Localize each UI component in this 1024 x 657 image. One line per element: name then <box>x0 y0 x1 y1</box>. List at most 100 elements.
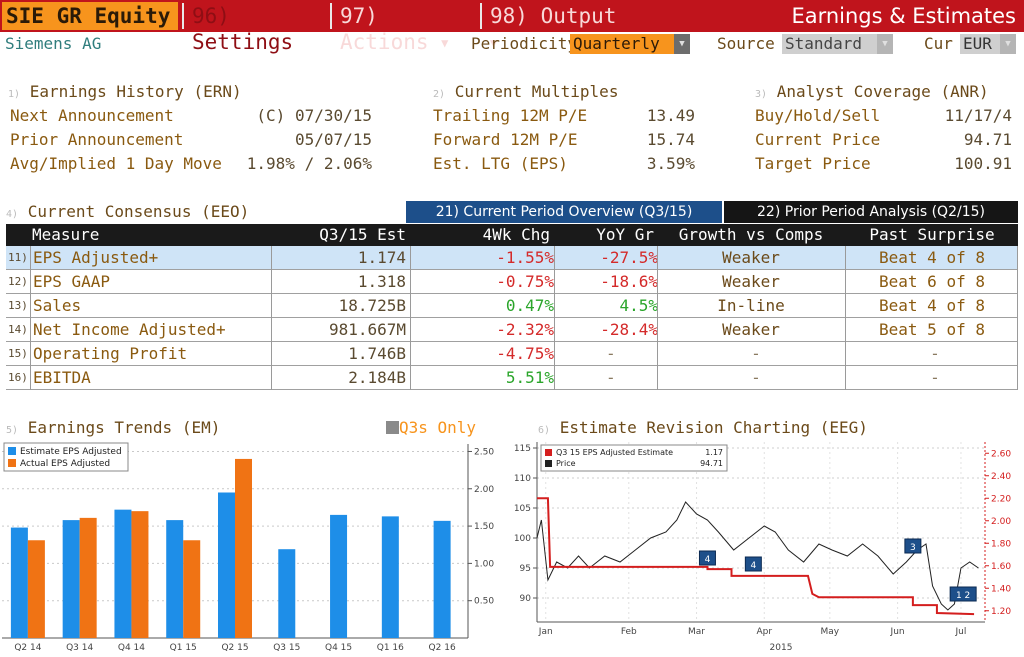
actions-menu[interactable]: 97) Actions ▼ <box>330 3 478 54</box>
prior-announcement-value: 05/07/15 <box>294 130 372 149</box>
row-number: 15) <box>8 347 28 360</box>
x-tick-label: Q2 14 <box>14 643 41 653</box>
table-row[interactable]: 16) EBITDA 2.184B 5.51% - - - <box>6 366 1018 390</box>
yoy-cell: 4.5% <box>619 296 658 315</box>
q3s-only-checkbox[interactable]: Q3s Only <box>386 418 476 438</box>
col-4wk-change[interactable]: 4Wk Chg <box>482 225 550 244</box>
x-tick-label: Jan <box>538 627 553 637</box>
estimate-bar <box>330 514 348 638</box>
x-tick-label: Feb <box>621 627 637 637</box>
yoy-cell: -28.4% <box>600 320 658 339</box>
col-past-surprise[interactable]: Past Surprise <box>869 225 995 244</box>
estimate-bar <box>62 520 80 638</box>
x-tick-label: Jul <box>955 627 967 637</box>
tab-current-period[interactable]: 21) Current Period Overview (Q3/15) <box>406 201 722 223</box>
legend-label: Estimate EPS Adjusted <box>20 447 122 457</box>
row-number: 13) <box>8 299 28 312</box>
col-yoy-growth[interactable]: YoY Gr <box>596 225 654 244</box>
earnings-trends-chart: 2.50 2.00 1.50 1.00 0.50 Q2 14 Q3 14 Q4 14 Q1 15… <box>2 442 494 653</box>
screen-title: Earnings & Estimates <box>791 4 1016 28</box>
col-estimate[interactable]: Q3/15 Est <box>319 225 406 244</box>
checkbox-icon[interactable] <box>386 421 399 434</box>
surprise-cell: - <box>930 368 940 387</box>
y-tick-label: 0.50 <box>474 597 494 607</box>
ticker-field[interactable]: SIE GR Equity <box>2 2 178 30</box>
left-tick-label: 95 <box>520 564 531 574</box>
settings-menu[interactable]: 96) Settings <box>182 3 328 54</box>
left-tick-label: 115 <box>514 444 531 454</box>
output-menu-label: 98) Output <box>490 4 617 28</box>
buy-hold-sell-label: Buy/Hold/Sell <box>755 106 881 125</box>
price-line <box>536 501 979 611</box>
next-announcement-value: (C) 07/30/15 <box>256 106 372 125</box>
col-measure[interactable]: Measure <box>32 225 100 244</box>
legend-swatch <box>8 459 16 467</box>
estimate-revision-title-text: Estimate Revision Charting (EEG) <box>559 418 868 437</box>
currency-select[interactable]: EUR <box>960 34 1000 54</box>
estimate-bar <box>433 520 451 638</box>
source-dropdown-icon[interactable]: ▼ <box>877 34 893 54</box>
earnings-history-title[interactable]: 1) Earnings History (ERN) <box>8 82 242 101</box>
revision-marker-label: 4 <box>750 561 756 571</box>
table-row[interactable]: 13) Sales 18.725B 0.47% 4.5% In-line Beat 4 of… <box>6 294 1018 318</box>
left-tick-label: 105 <box>514 504 531 514</box>
current-price-value: 94.71 <box>963 130 1012 149</box>
x-tick-label: Q2 16 <box>429 643 456 653</box>
ltg-eps-label: Est. LTG (EPS) <box>433 154 568 173</box>
x-tick-label: Q1 15 <box>170 643 197 653</box>
estimate-cell: 981.667M <box>328 320 406 339</box>
chevron-down-icon: ▼ <box>441 36 449 50</box>
actual-bar <box>27 540 45 638</box>
surprise-cell: Beat 6 of 8 <box>879 272 985 291</box>
col-growth-vs-comps[interactable]: Growth vs Comps <box>678 225 824 244</box>
consensus-table: Measure Q3/15 Est 4Wk Chg YoY Gr Growth … <box>6 224 1018 392</box>
estimate-bar <box>10 527 28 638</box>
revision-marker-label: 1 2 <box>956 591 970 601</box>
yoy-cell: - <box>606 368 616 387</box>
yoy-cell: - <box>606 344 616 363</box>
x-tick-label: Apr <box>756 627 772 637</box>
periodicity-dropdown-icon[interactable]: ▼ <box>674 34 690 54</box>
forward-pe-value: 15.74 <box>646 130 695 149</box>
tab-prior-period[interactable]: 22) Prior Period Analysis (Q2/15) <box>724 201 1018 223</box>
source-select[interactable]: Standard <box>782 34 877 54</box>
settings-menu-label: 96) Settings <box>192 4 294 54</box>
x-tick-label: Q1 16 <box>377 643 404 653</box>
source-label: Source <box>717 34 775 53</box>
current-multiples-title: 2) Current Multiples <box>433 82 618 101</box>
estimate-cell: 1.746B <box>348 344 406 363</box>
output-menu[interactable]: 98) Output ▼ <box>480 3 630 50</box>
earnings-trends-title[interactable]: 5) Earnings Trends (EM) <box>6 418 220 437</box>
surprise-cell: Beat 4 of 8 <box>879 296 985 315</box>
estimate-line <box>537 497 975 616</box>
table-row[interactable]: 11) EPS Adjusted+ 1.174 -1.55% -27.5% Weaker B… <box>6 246 1018 270</box>
estimate-revision-title[interactable]: 6) Estimate Revision Charting (EEG) <box>538 418 868 437</box>
x-tick-label: Q4 15 <box>325 643 352 653</box>
currency-dropdown-icon[interactable]: ▼ <box>1000 34 1016 54</box>
table-row[interactable]: 15) Operating Profit 1.746B -4.75% - - - <box>6 342 1018 366</box>
x-tick-label: Q3 14 <box>66 643 93 653</box>
y-tick-label: 2.50 <box>474 447 494 457</box>
measure-cell: Operating Profit <box>33 344 188 363</box>
table-header: Measure Q3/15 Est 4Wk Chg YoY Gr Growth … <box>6 224 1018 246</box>
estimate-cell: 1.318 <box>357 272 406 291</box>
estimate-cell: 2.184B <box>348 368 406 387</box>
legend-box <box>3 442 129 472</box>
analyst-coverage-title[interactable]: 3) Analyst Coverage (ANR) <box>755 82 989 101</box>
comps-cell: In-line <box>717 296 785 315</box>
consensus-title[interactable]: 4) Current Consensus (EEO) <box>6 202 249 221</box>
comps-cell: Weaker <box>722 248 780 267</box>
row-number: 14) <box>8 323 28 336</box>
comps-cell: - <box>751 368 761 387</box>
estimate-bar <box>166 520 184 638</box>
y-tick-label: 1.00 <box>474 559 494 569</box>
x-tick-label: Jun <box>890 627 905 637</box>
periodicity-select[interactable]: Quarterly <box>570 34 674 54</box>
measure-cell: EPS Adjusted+ <box>33 248 159 267</box>
section-number: 6) <box>538 425 551 436</box>
trailing-pe-value: 13.49 <box>646 106 695 125</box>
table-row[interactable]: 12) EPS GAAP 1.318 -0.75% -18.6% Weaker Beat 6… <box>6 270 1018 294</box>
x-tick-label: May <box>821 627 840 637</box>
table-row[interactable]: 14) Net Income Adjusted+ 981.667M -2.32% -28… <box>6 318 1018 342</box>
next-announcement-label: Next Announcement <box>10 106 174 125</box>
